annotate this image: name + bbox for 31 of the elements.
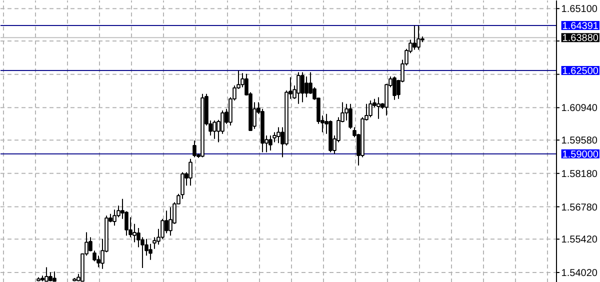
candlestick [148, 243, 152, 260]
candlestick [48, 272, 52, 282]
candlestick [112, 209, 116, 226]
ref-line-label: 1.64391 [562, 20, 599, 32]
candlestick [304, 76, 308, 98]
candlestick [212, 120, 216, 140]
candlestick [192, 140, 196, 158]
ref-line-label: 1.59000 [562, 149, 599, 160]
candlestick [52, 271, 56, 282]
candlestick [88, 236, 92, 252]
y-tick-label: 1.54020 [561, 268, 598, 279]
candlestick [44, 266, 48, 282]
candlestick [268, 135, 272, 152]
y-tick-label: 1.65100 [561, 4, 598, 16]
candlestick [300, 72, 304, 103]
candlestick [276, 126, 280, 144]
candlestick [188, 158, 192, 186]
candlestick [392, 76, 396, 100]
y-tick-label: 1.56780 [561, 202, 598, 214]
candlestick [412, 25, 416, 50]
y-tick-label: 1.59580 [561, 136, 598, 147]
y-tick-label: 1.55420 [561, 234, 598, 246]
y-tick-label: 1.60940 [561, 103, 598, 114]
candlestick [164, 210, 168, 234]
candlestick [416, 25, 420, 50]
candlestick [376, 96, 380, 120]
ref-line-label: 1.62500 [562, 66, 599, 78]
ref-line-label: 1.63880 [562, 33, 599, 44]
candlestick [296, 72, 300, 104]
y-tick-label: 1.58180 [561, 168, 598, 180]
candlestick [368, 100, 372, 118]
